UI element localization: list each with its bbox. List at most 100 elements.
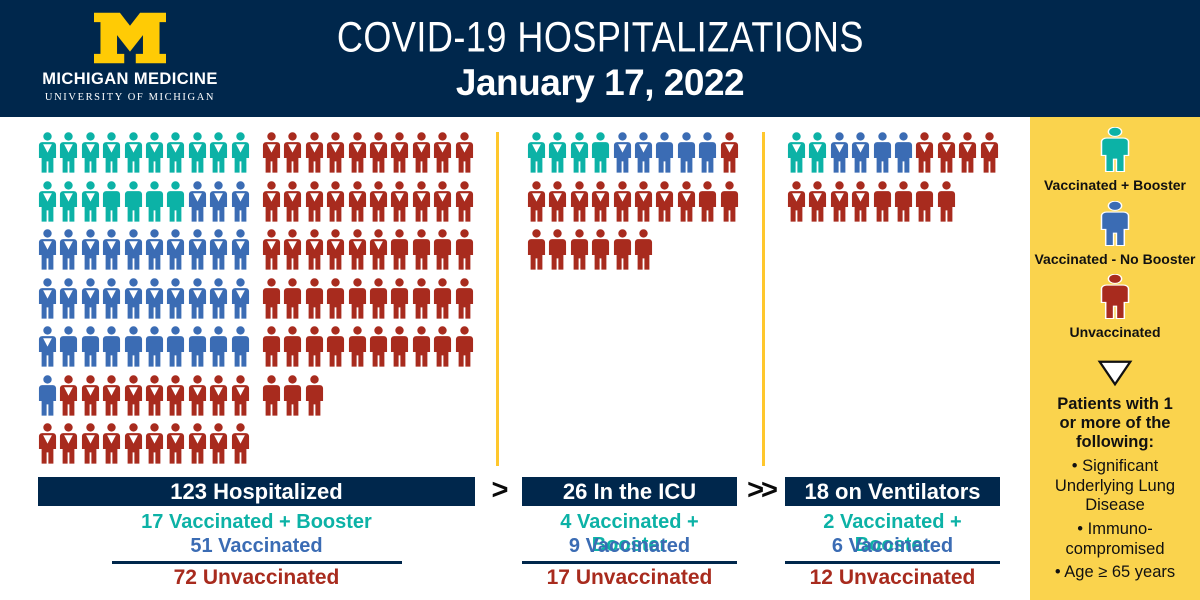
person-icon xyxy=(809,180,827,222)
person-icon xyxy=(81,229,99,270)
person-icon xyxy=(412,180,430,222)
person-icon xyxy=(210,229,228,270)
stat-vaccinated: 6 Vaccinated xyxy=(831,535,954,557)
person-icon xyxy=(613,229,631,270)
person-icon xyxy=(549,229,567,270)
person-icon xyxy=(1100,200,1130,247)
person-icon xyxy=(369,132,388,173)
person-icon xyxy=(434,326,452,367)
person-icon xyxy=(327,229,345,270)
person-icon xyxy=(38,180,57,222)
person-icon xyxy=(391,326,409,367)
person-icon xyxy=(1100,273,1130,320)
stat-divider-line xyxy=(785,561,1000,564)
person-icon xyxy=(305,132,323,173)
person-icon xyxy=(434,229,452,270)
person-icon xyxy=(60,423,78,464)
person-icon xyxy=(305,326,323,367)
person-icon xyxy=(38,423,57,464)
person-icon xyxy=(592,229,610,270)
person-icon xyxy=(103,132,121,173)
person-icon xyxy=(455,229,473,270)
person-icon xyxy=(167,374,185,416)
pictogram-hospitalized-vaccinated-block xyxy=(38,132,250,465)
person-icon xyxy=(348,229,366,270)
person-icon xyxy=(327,326,345,367)
person-icon xyxy=(656,180,674,222)
person-icon xyxy=(549,180,567,222)
person-icon xyxy=(103,180,121,222)
person-icon xyxy=(830,180,848,222)
comorbidity-bullet-lung-disease: • Significant Underlying Lung Disease xyxy=(1054,457,1176,514)
block-m-icon xyxy=(94,12,166,64)
person-icon xyxy=(284,132,302,173)
person-icon xyxy=(262,326,281,367)
person-icon xyxy=(937,180,955,222)
person-icon xyxy=(284,229,302,270)
person-icon xyxy=(188,229,206,270)
person-icon xyxy=(980,132,998,173)
person-icon xyxy=(852,180,870,222)
person-icon xyxy=(124,132,142,173)
person-icon xyxy=(81,326,99,367)
person-icon xyxy=(60,180,78,222)
person-icon xyxy=(391,229,409,270)
person-icon xyxy=(284,180,302,222)
person-icon xyxy=(38,277,57,319)
person-icon xyxy=(327,132,345,173)
person-icon xyxy=(348,180,366,222)
double-greater-than-icon: >> xyxy=(747,474,778,506)
comorbidity-bullet-age: • Age ≥ 65 years xyxy=(1054,563,1176,581)
page-title: COVID-19 HOSPITALIZATIONS xyxy=(336,12,864,62)
person-icon xyxy=(284,277,302,319)
person-icon xyxy=(455,277,473,319)
ventilators-stats: 2 Vaccinated + Booster 6 Vaccinated 12 U… xyxy=(785,509,1000,594)
person-icon xyxy=(634,132,653,173)
person-icon xyxy=(145,374,164,416)
person-icon xyxy=(124,423,142,464)
person-icon xyxy=(81,132,99,173)
section-divider-line xyxy=(762,132,765,466)
stat-vaccinated: 51 Vaccinated xyxy=(190,535,323,557)
person-icon xyxy=(305,229,323,270)
person-icon xyxy=(60,132,78,173)
vaccinated-booster-person-icon xyxy=(1030,126,1200,178)
stat-divider-line xyxy=(112,561,402,564)
stat-vaccinated: 9 Vaccinated xyxy=(568,535,691,557)
comorbidity-note-heading: Patients with 1 or more of the following… xyxy=(1057,395,1173,451)
person-icon xyxy=(916,180,934,222)
person-icon xyxy=(527,229,546,270)
icu-total-bar: 26 In the ICU xyxy=(522,477,737,506)
person-icon xyxy=(145,180,164,222)
legend-label-vaccinated-booster: Vaccinated + Booster xyxy=(1043,177,1186,193)
stat-vaccinated-booster: 2 Vaccinated + Booster xyxy=(823,511,962,556)
pictogram-hospitalized-unvaccinated-block xyxy=(262,132,474,417)
person-icon xyxy=(167,229,185,270)
person-icon xyxy=(391,180,409,222)
person-icon xyxy=(145,229,164,270)
stat-divider-line xyxy=(522,561,737,564)
person-icon xyxy=(60,374,78,416)
person-icon xyxy=(549,132,567,173)
person-icon xyxy=(809,132,827,173)
person-icon xyxy=(327,180,345,222)
person-icon xyxy=(188,277,206,319)
person-icon xyxy=(656,132,674,173)
person-icon xyxy=(592,132,610,173)
stat-vaccinated-booster: 17 Vaccinated + Booster xyxy=(141,511,372,533)
person-icon xyxy=(38,374,57,416)
title-block: COVID-19 HOSPITALIZATIONS January 17, 20… xyxy=(230,0,970,117)
person-icon xyxy=(231,132,249,173)
person-icon xyxy=(369,326,388,367)
person-icon xyxy=(527,180,546,222)
person-icon xyxy=(103,277,121,319)
person-icon xyxy=(852,132,870,173)
person-icon xyxy=(262,180,281,222)
person-icon xyxy=(262,229,281,270)
page-date: January 17, 2022 xyxy=(455,62,745,103)
person-icon xyxy=(699,180,717,222)
person-icon xyxy=(455,180,473,222)
person-icon xyxy=(412,326,430,367)
section-divider-line xyxy=(496,132,499,466)
michigan-medicine-logo: MICHIGAN MEDICINE UNIVERSITY OF MICHIGAN xyxy=(30,0,230,117)
